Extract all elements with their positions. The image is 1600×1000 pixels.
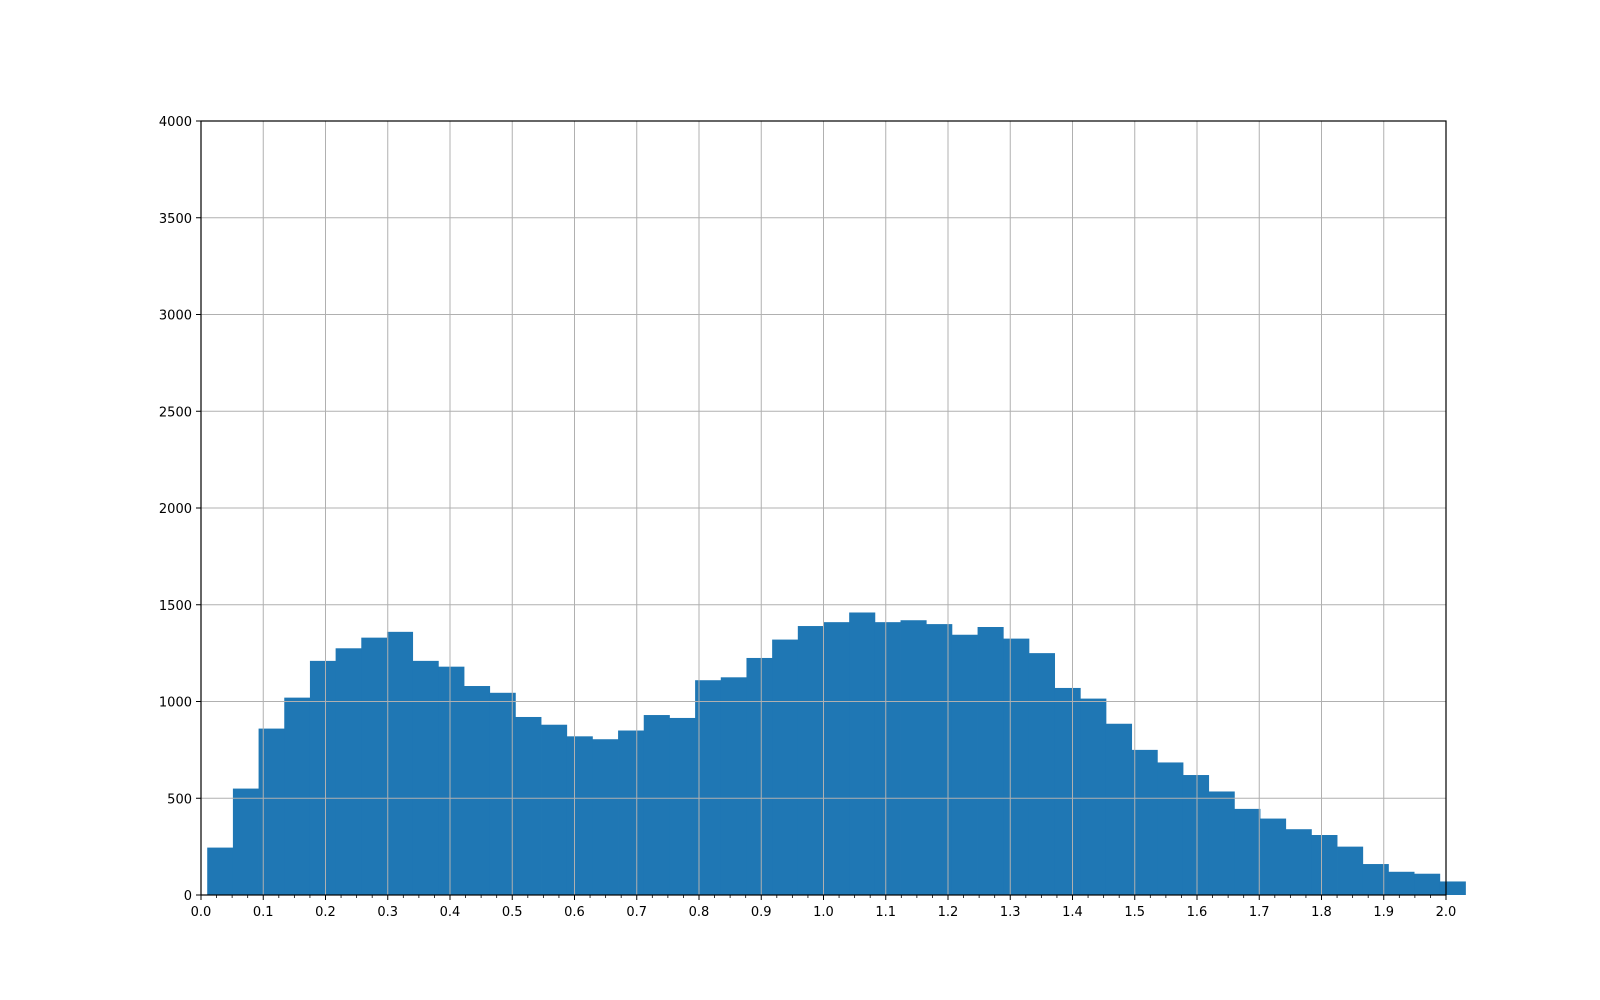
x-tick-label: 1.2 [938,905,959,920]
histogram-bar [541,724,568,895]
histogram-bar [386,631,414,895]
histogram-bar [1208,791,1235,895]
x-tick-label: 0.2 [315,905,336,920]
histogram-bar [361,637,388,895]
y-tick-label: 2000 [159,502,192,517]
histogram-bar [797,626,824,895]
histogram-bar [1182,775,1210,895]
y-tick-label: 2500 [159,405,192,420]
y-tick-label: 3000 [159,309,192,324]
histogram-bar [309,660,337,895]
histogram-bar [284,697,311,895]
histogram-bar [1260,818,1287,895]
histogram-bar [1337,846,1364,896]
histogram-bar [1105,723,1133,895]
histogram-bar [643,715,670,895]
x-tick-label: 1.0 [813,905,834,920]
x-tick-label: 0.4 [440,905,461,920]
x-tick-label: 0.5 [502,905,523,920]
histogram-bar [1003,638,1030,895]
y-tick-label: 1000 [159,696,192,711]
histogram-bar [592,739,619,895]
histogram-bar [874,622,901,895]
x-tick-label: 1.6 [1187,905,1208,920]
histogram-bar [823,622,850,895]
histogram-bar [1131,749,1158,896]
grid-group [200,120,1447,896]
histogram-bar [1285,829,1312,895]
x-tick-label: 2.0 [1436,905,1457,920]
histogram-bar [849,612,876,895]
histogram-bar [1080,698,1107,895]
histogram-bar [1234,808,1261,895]
x-tick-label: 0.0 [191,905,212,920]
histogram-bar [438,666,465,895]
histogram-bar [900,620,927,895]
histogram-bar [772,639,799,895]
x-tick-label: 1.4 [1062,905,1083,920]
x-tick-label: 1.5 [1124,905,1145,920]
histogram-bar [977,627,1004,895]
x-tick-label: 1.7 [1249,905,1270,920]
histogram-bar [515,716,542,895]
histogram-bar [258,728,285,895]
histogram-bar [464,686,491,895]
y-tick-label: 4000 [159,115,192,130]
histogram-bar [1028,653,1056,896]
y-tick-label: 3500 [159,212,192,227]
x-tick-label: 0.7 [626,905,647,920]
y-tick-label: 1500 [159,599,192,614]
histogram-bar [1311,835,1338,895]
x-tick-label: 0.9 [751,905,772,920]
histogram-bar [1388,871,1415,895]
x-tick-label: 1.9 [1373,905,1394,920]
histogram-bar [1054,687,1081,895]
y-tick-label: 500 [167,792,192,807]
x-tick-label: 1.3 [1000,905,1021,920]
x-tick-label: 1.8 [1311,905,1332,920]
histogram-bar [207,847,234,895]
y-axis: 0 500 1000 1500 2000 2500 3000 3500 4000 [159,115,201,904]
histogram-bar [1362,864,1389,895]
x-tick-label: 0.3 [377,905,398,920]
y-tick-label: 0 [184,889,192,904]
histogram-bar [746,657,773,895]
histogram-bar [951,634,978,895]
histogram-bar [412,660,439,895]
histogram-bar [1414,873,1441,895]
histogram-bar [669,717,696,895]
histogram-bar [489,692,516,895]
histogram-bar [1439,881,1466,895]
histogram-bar [720,677,747,895]
histogram-bar [335,648,362,895]
histogram-bar [618,730,645,895]
histogram-bar [232,788,259,895]
histogram-bar [566,736,593,895]
x-tick-label: 0.8 [689,905,710,920]
x-tick-label: 0.1 [253,905,274,920]
plot-frame [200,120,1447,896]
histogram-bar [1157,762,1184,895]
x-tick-label: 1.1 [875,905,896,920]
x-tick-label: 0.6 [564,905,585,920]
